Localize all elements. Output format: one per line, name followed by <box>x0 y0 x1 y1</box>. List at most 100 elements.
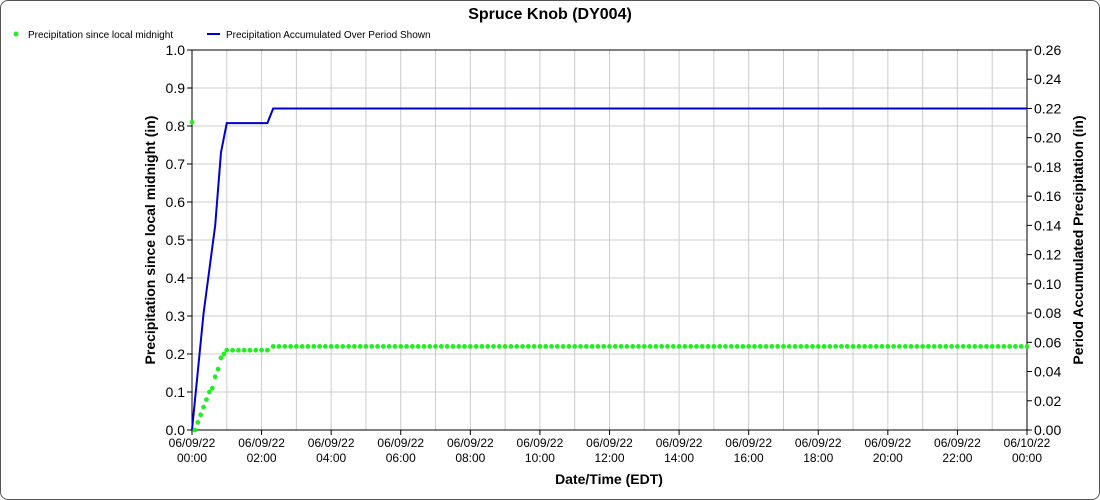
precip-midnight-point <box>235 347 241 353</box>
y-left-tick-label: 0.8 <box>166 118 186 134</box>
precip-midnight-point <box>659 344 665 349</box>
precip-midnight-point <box>624 344 630 349</box>
precip-midnight-point <box>218 355 224 361</box>
x-tick-label-time: 20:00 <box>873 451 903 465</box>
x-tick-label-date: 06/09/22 <box>586 436 633 450</box>
y-right-tick-label: 0.08 <box>1034 305 1061 321</box>
precip-midnight-point <box>636 344 641 349</box>
precip-midnight-point <box>653 344 659 349</box>
precip-midnight-point <box>204 397 209 402</box>
precip-midnight-point <box>209 385 215 391</box>
y-left-tick-label: 0.3 <box>166 308 186 324</box>
x-tick-label-date: 06/09/22 <box>934 436 981 450</box>
precip-midnight-point <box>844 344 850 349</box>
precip-midnight-point <box>467 344 473 349</box>
precip-midnight-point <box>299 344 305 349</box>
precip-midnight-point <box>192 427 198 433</box>
precip-midnight-point <box>734 344 740 349</box>
precip-midnight-point <box>885 344 891 349</box>
precip-midnight-point <box>409 344 415 349</box>
y-right-tick-label: 0.14 <box>1034 217 1061 233</box>
precip-midnight-point <box>305 344 311 349</box>
precip-midnight-point <box>781 344 786 349</box>
precip-midnight-point <box>531 344 537 349</box>
precip-midnight-point <box>647 344 653 349</box>
precip-midnight-point <box>195 420 201 425</box>
precip-midnight-point <box>943 344 949 349</box>
precip-midnight-point <box>502 344 508 349</box>
x-tick-label-date: 06/09/22 <box>308 436 355 450</box>
precip-midnight-point <box>421 344 427 349</box>
precip-midnight-point <box>595 344 601 349</box>
precip-midnight-point <box>769 344 775 349</box>
legend-label-precip-midnight: Precipitation since local midnight <box>28 30 173 41</box>
precip-midnight-point <box>386 344 392 349</box>
y-right-tick-label: 0.00 <box>1034 422 1061 438</box>
precip-midnight-point <box>404 344 409 349</box>
x-tick-label-date: 06/09/22 <box>238 436 285 450</box>
precip-midnight-point <box>198 412 204 418</box>
precip-midnight-point <box>328 344 334 349</box>
precip-midnight-point <box>786 344 792 349</box>
y-right-tick-label: 0.24 <box>1034 71 1061 87</box>
precip-midnight-point <box>839 344 844 349</box>
x-tick-label-date: 06/09/22 <box>447 436 494 450</box>
precip-midnight-point <box>293 344 299 349</box>
precip-midnight-point <box>514 344 520 349</box>
precip-midnight-point <box>479 344 485 349</box>
precip-midnight-point <box>578 344 583 349</box>
precip-midnight-point <box>984 344 989 349</box>
x-tick-label-date: 06/10/22 <box>1004 436 1051 450</box>
precip-midnight-point <box>288 344 293 349</box>
precip-midnight-point <box>804 344 810 349</box>
precip-midnight-point <box>972 344 978 349</box>
precip-midnight-point <box>815 344 821 349</box>
precip-midnight-point <box>792 344 798 349</box>
x-tick-label-time: 04:00 <box>316 451 346 465</box>
x-tick-label-time: 10:00 <box>525 451 555 465</box>
precip-midnight-point <box>241 347 247 353</box>
x-tick-label-date: 06/09/22 <box>169 436 216 450</box>
x-tick-label-time: 08:00 <box>455 451 485 465</box>
precip-midnight-point <box>247 347 253 353</box>
precip-midnight-point <box>554 344 560 349</box>
x-tick-label-time: 12:00 <box>594 451 624 465</box>
y-left-tick-label: 1.0 <box>166 42 186 58</box>
precip-midnight-point <box>462 344 467 349</box>
precip-midnight-point <box>224 347 230 353</box>
precip-midnight-point <box>549 344 554 349</box>
precip-midnight-point <box>1007 344 1013 349</box>
y-axis-right-title: Period Accumulated Precipitation (in) <box>1070 115 1086 364</box>
precip-midnight-point <box>827 344 833 349</box>
x-tick-label-time: 18:00 <box>803 451 833 465</box>
precip-midnight-point <box>520 344 525 349</box>
y-right-tick-label: 0.04 <box>1034 364 1061 380</box>
y-axis-left: 0.0 0.1 0.2 0.3 0.4 0.5 0.6 0.7 0.8 0.9 1.0 <box>166 42 192 438</box>
y-right-tick-label: 0.06 <box>1034 334 1061 350</box>
precip-midnight-point <box>491 344 496 349</box>
x-tick-label-time: 16:00 <box>734 451 764 465</box>
precip-midnight-point <box>850 344 856 349</box>
precip-midnight-point <box>415 344 421 349</box>
x-tick-label-date: 06/09/22 <box>517 436 564 450</box>
precip-midnight-point <box>717 344 723 349</box>
chart-title: Spruce Knob (DY004) <box>468 6 632 23</box>
precip-midnight-point <box>369 344 375 349</box>
precip-midnight-point <box>212 374 218 380</box>
y-right-tick-label: 0.02 <box>1034 393 1061 409</box>
y-right-tick-label: 0.10 <box>1034 276 1061 292</box>
precip-midnight-point <box>688 344 694 349</box>
precip-midnight-point <box>1001 344 1007 349</box>
precip-midnight-point <box>723 344 728 349</box>
precip-midnight-point <box>752 344 757 349</box>
precip-midnight-point <box>450 344 456 349</box>
precip-midnight-point <box>1024 344 1030 349</box>
precip-midnight-point <box>891 344 897 349</box>
legend: Precipitation since local midnight Preci… <box>13 30 431 41</box>
precip-midnight-point <box>334 344 340 349</box>
y-right-tick-label: 0.26 <box>1034 42 1061 58</box>
precip-midnight-point <box>392 344 398 349</box>
precip-midnight-point <box>589 344 595 349</box>
x-tick-label-time: 00:00 <box>177 451 207 465</box>
